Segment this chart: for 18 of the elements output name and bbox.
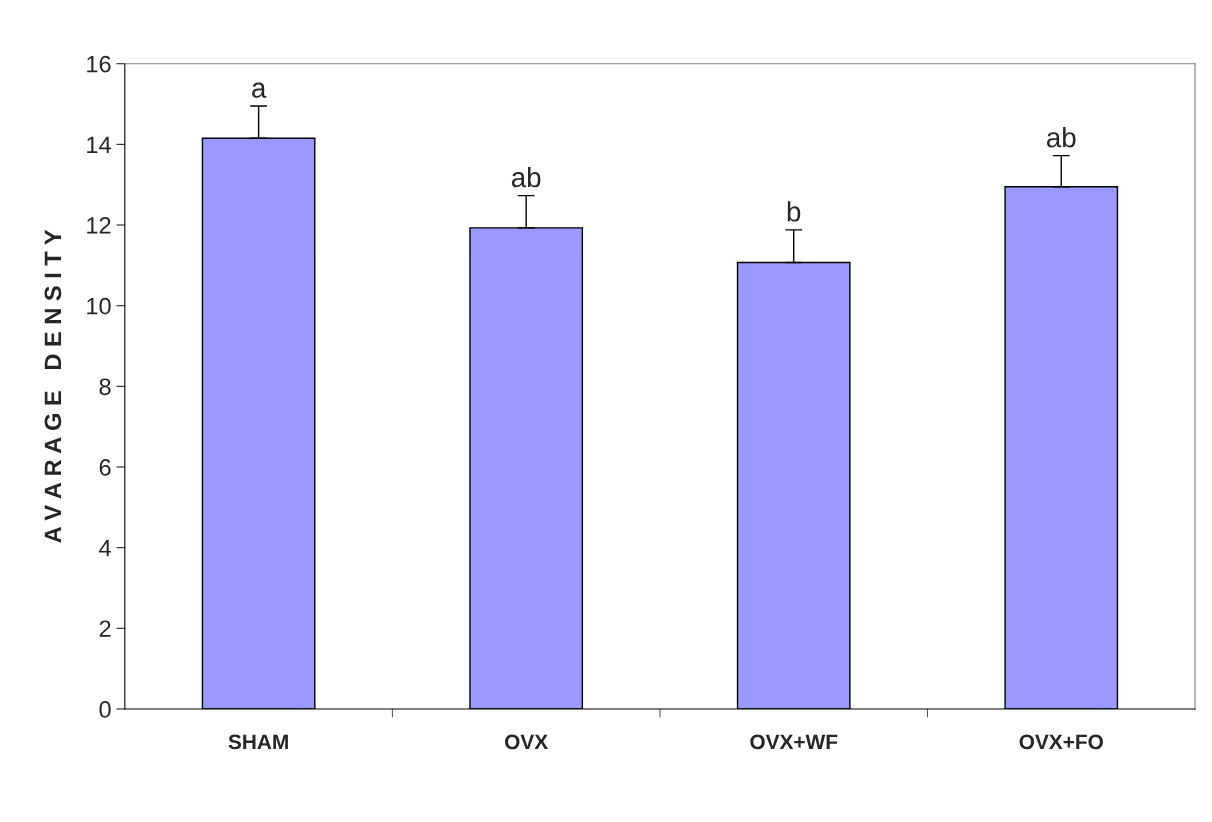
x-tick-label: OVX+WF — [750, 734, 838, 750]
x-tick-label: SHAM — [228, 734, 288, 750]
annotation: a — [252, 82, 267, 98]
annotation: ab — [1046, 126, 1076, 148]
annotation: ab — [511, 166, 541, 188]
annotation: b — [787, 201, 801, 222]
y-tick-label: 10 — [87, 297, 111, 315]
y-tick-label: 6 — [99, 459, 111, 476]
y-tick-label: 4 — [99, 539, 111, 557]
x-tick-label: OVX+FO — [1019, 734, 1103, 750]
x-tick-label: OVX — [505, 734, 548, 750]
y-tick-label: 16 — [87, 55, 111, 73]
y-tick-label: 14 — [87, 136, 111, 153]
y-tick-label: 12 — [87, 217, 111, 234]
y-axis-title: A V A R A G E D E N S I T Y — [44, 229, 62, 543]
y-tick-label: 2 — [99, 620, 111, 637]
y-tick-label: 0 — [99, 701, 111, 718]
y-tick-label: 8 — [99, 378, 111, 396]
